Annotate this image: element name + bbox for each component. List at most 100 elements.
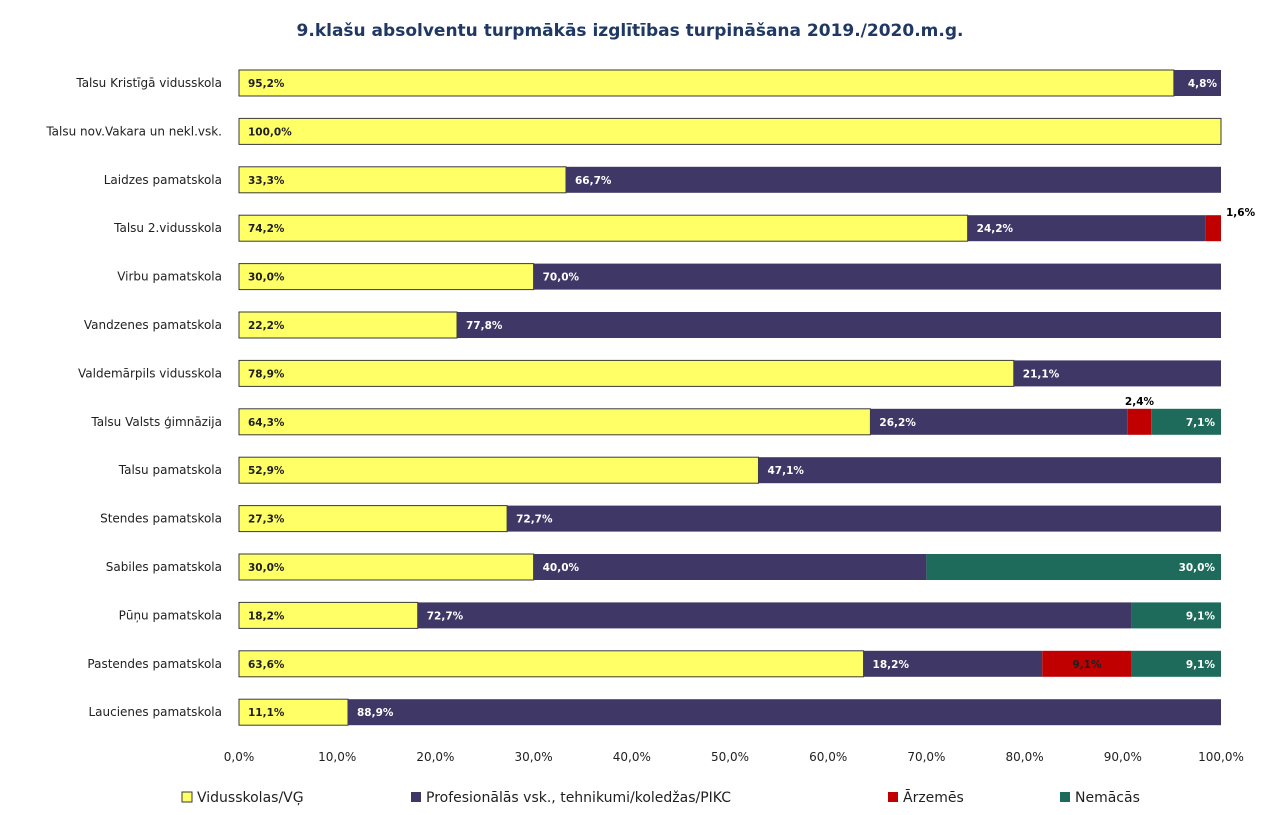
- legend-label-vidusskolas-vg: Vidusskolas/VĢ: [197, 790, 304, 806]
- bar-segment-profesionalas-vsk-tehnikumi-koledzas-pikc-10: [507, 505, 1221, 532]
- data-label-nemacas-11: 30,0%: [1179, 562, 1216, 574]
- bar-segment-nemacas-8: [1151, 408, 1221, 435]
- x-tick-label-5: 50,0%: [711, 750, 749, 764]
- bar-segment-profesionalas-vsk-tehnikumi-koledzas-pikc-11: [533, 554, 927, 580]
- data-label-profesionalas-vsk-tehnikumi-koledzas-pikc-7: 21,1%: [1023, 368, 1060, 380]
- category-label-sabiles-pamatskola: Sabiles pamatskola: [106, 560, 222, 574]
- category-label-laucienes-pamatskola: Laucienes pamatskola: [88, 705, 222, 719]
- bar-segment-arzemes-4: [1205, 215, 1221, 242]
- bar-segment-vidusskolas-vg-10: [238, 505, 508, 533]
- bar-segment-vidusskolas-vg-11: [238, 553, 535, 581]
- data-label-vidusskolas-vg-8: 64,3%: [248, 417, 285, 429]
- bar-segment-profesionalas-vsk-tehnikumi-koledzas-pikc-13: [863, 650, 1043, 677]
- category-label-pastendes-pamatskola: Pastendes pamatskola: [87, 657, 222, 671]
- category-label-talsu-valsts-gimnazija: Talsu Valsts ģimnāzija: [90, 415, 222, 429]
- legend-swatch-vidusskolas-vg: [181, 791, 193, 803]
- data-label-profesionalas-vsk-tehnikumi-koledzas-pikc-10: 72,7%: [516, 514, 553, 526]
- bar-segment-vidusskolas-vg-5: [238, 263, 535, 291]
- legend: Vidusskolas/VĢ Profesionālās vsk., tehnik…: [181, 789, 1140, 806]
- data-label-vidusskolas-vg-12: 18,2%: [248, 610, 285, 622]
- bar-segment-nemacas-11: [926, 554, 1221, 580]
- data-label-profesionalas-vsk-tehnikumi-koledzas-pikc-13: 18,2%: [873, 659, 910, 671]
- category-label-punu-pamatskola: Pūņu pamatskola: [119, 608, 222, 622]
- x-tick-label-8: 80,0%: [1006, 750, 1044, 764]
- data-label-profesionalas-vsk-tehnikumi-koledzas-pikc-1: 4,8%: [1188, 78, 1218, 90]
- category-label-virbu-pamatskola: Virbu pamatskola: [117, 270, 222, 284]
- bar-segment-vidusskolas-vg-7: [238, 359, 1015, 387]
- x-tick-label-0: 0,0%: [224, 750, 255, 764]
- data-label-profesionalas-vsk-tehnikumi-koledzas-pikc-9: 47,1%: [767, 465, 804, 477]
- bar-segment-profesionalas-vsk-tehnikumi-koledzas-pikc-7: [1013, 360, 1221, 387]
- x-tick-label-2: 20,0%: [416, 750, 454, 764]
- category-labels: Talsu Kristīgā vidusskola Talsu nov.Vakar…: [45, 76, 222, 719]
- category-label-vandzenes-pamatskola: Vandzenes pamatskola: [84, 318, 222, 332]
- category-label-laidzes-pamatskola: Laidzes pamatskola: [104, 173, 222, 187]
- legend-label-nemacas: Nemācās: [1075, 790, 1140, 806]
- bar-segment-nemacas-12: [1131, 602, 1221, 629]
- data-label-arzemes-4: 1,6%: [1226, 207, 1256, 219]
- bar-segment-nemacas-13: [1131, 650, 1221, 677]
- bar-segment-profesionalas-vsk-tehnikumi-koledzas-pikc-3: [566, 166, 1221, 193]
- bar-segment-profesionalas-vsk-tehnikumi-koledzas-pikc-1: [1173, 70, 1221, 96]
- x-tick-label-4: 40,0%: [613, 750, 651, 764]
- category-label-valdemarpils-vidusskola: Valdemārpils vidusskola: [78, 366, 222, 380]
- data-label-vidusskolas-vg-14: 11,1%: [248, 707, 285, 719]
- bar-segment-vidusskolas-vg-12: [238, 601, 419, 629]
- data-label-arzemes-13: 9,1%: [1072, 659, 1102, 671]
- bars-group: 95,2% 4,8% 100,0% 33,3% 66,7% 74,2% 24,2% 1,6% 3…: [238, 69, 1256, 726]
- bar-segment-profesionalas-vsk-tehnikumi-koledzas-pikc-9: [758, 457, 1221, 484]
- data-label-profesionalas-vsk-tehnikumi-koledzas-pikc-8: 26,2%: [879, 417, 916, 429]
- data-label-profesionalas-vsk-tehnikumi-koledzas-pikc-5: 70,0%: [543, 272, 580, 284]
- bar-segment-vidusskolas-vg-1: [238, 69, 1175, 97]
- chart-title: 9.klašu absolventu turpmākās izglītības …: [297, 21, 964, 41]
- data-label-vidusskolas-vg-4: 74,2%: [248, 223, 285, 235]
- bar-segment-vidusskolas-vg-2: [238, 117, 1222, 145]
- data-label-vidusskolas-vg-6: 22,2%: [248, 320, 285, 332]
- category-label-talsu-nov-vakara-un-nekl-vsk: Talsu nov.Vakara un nekl.vsk.: [45, 124, 222, 138]
- data-label-nemacas-13: 9,1%: [1186, 659, 1216, 671]
- data-label-profesionalas-vsk-tehnikumi-koledzas-pikc-12: 72,7%: [427, 610, 464, 622]
- category-label-talsu-2-vidusskola: Talsu 2.vidusskola: [113, 221, 222, 235]
- bar-segment-profesionalas-vsk-tehnikumi-koledzas-pikc-12: [417, 602, 1132, 629]
- data-label-profesionalas-vsk-tehnikumi-koledzas-pikc-4: 24,2%: [977, 223, 1014, 235]
- bar-segment-vidusskolas-vg-9: [238, 456, 759, 484]
- legend-label-arzemes: Ārzemēs: [903, 789, 964, 806]
- bar-segment-vidusskolas-vg-13: [238, 650, 865, 678]
- x-tick-label-6: 60,0%: [809, 750, 847, 764]
- data-label-profesionalas-vsk-tehnikumi-koledzas-pikc-14: 88,9%: [357, 707, 394, 719]
- data-label-profesionalas-vsk-tehnikumi-koledzas-pikc-3: 66,7%: [575, 175, 612, 187]
- bar-segment-profesionalas-vsk-tehnikumi-koledzas-pikc-8: [870, 408, 1128, 435]
- data-label-vidusskolas-vg-13: 63,6%: [248, 659, 285, 671]
- x-tick-label-3: 30,0%: [515, 750, 553, 764]
- bar-segment-vidusskolas-vg-4: [238, 214, 969, 242]
- data-label-vidusskolas-vg-7: 78,9%: [248, 368, 285, 380]
- x-tick-label-9: 90,0%: [1104, 750, 1142, 764]
- data-label-nemacas-12: 9,1%: [1186, 610, 1216, 622]
- data-label-vidusskolas-vg-2: 100,0%: [248, 126, 292, 138]
- category-label-talsu-pamatskola: Talsu pamatskola: [118, 463, 222, 477]
- bar-segment-profesionalas-vsk-tehnikumi-koledzas-pikc-5: [533, 263, 1221, 290]
- legend-swatch-profesionalas-vsk-tehnikumi-koledzas-pikc: [411, 792, 421, 802]
- data-label-profesionalas-vsk-tehnikumi-koledzas-pikc-11: 40,0%: [543, 562, 580, 574]
- category-label-stendes-pamatskola: Stendes pamatskola: [100, 512, 222, 526]
- data-label-vidusskolas-vg-9: 52,9%: [248, 465, 285, 477]
- x-tick-label-1: 10,0%: [318, 750, 356, 764]
- bar-segment-vidusskolas-vg-8: [238, 408, 871, 436]
- bar-segment-profesionalas-vsk-tehnikumi-koledzas-pikc-6: [457, 312, 1221, 338]
- data-label-profesionalas-vsk-tehnikumi-koledzas-pikc-6: 77,8%: [466, 320, 503, 332]
- legend-label-profesionalas-vsk-tehnikumi-koledzas-pikc: Profesionālās vsk., tehnikumi/koledžas/P…: [426, 790, 731, 806]
- bar-segment-arzemes-8: [1127, 408, 1152, 435]
- data-label-vidusskolas-vg-1: 95,2%: [248, 78, 285, 90]
- category-label-talsu-kristiga-vidusskola: Talsu Kristīgā vidusskola: [75, 76, 222, 90]
- data-label-vidusskolas-vg-3: 33,3%: [248, 175, 285, 187]
- legend-swatch-arzemes: [888, 792, 898, 802]
- data-label-nemacas-8: 7,1%: [1186, 417, 1216, 429]
- data-label-arzemes-8: 2,4%: [1125, 396, 1155, 408]
- bar-segment-arzemes-13: [1042, 650, 1132, 677]
- bar-segment-profesionalas-vsk-tehnikumi-koledzas-pikc-4: [967, 215, 1206, 242]
- x-axis-ticks: 0,0% 10,0% 20,0% 30,0% 40,0% 50,0% 60,0% 70,0% 8…: [224, 750, 1244, 764]
- bar-segment-profesionalas-vsk-tehnikumi-koledzas-pikc-14: [348, 699, 1221, 726]
- data-label-vidusskolas-vg-10: 27,3%: [248, 514, 285, 526]
- bar-segment-vidusskolas-vg-3: [238, 166, 567, 194]
- data-label-vidusskolas-vg-5: 30,0%: [248, 272, 285, 284]
